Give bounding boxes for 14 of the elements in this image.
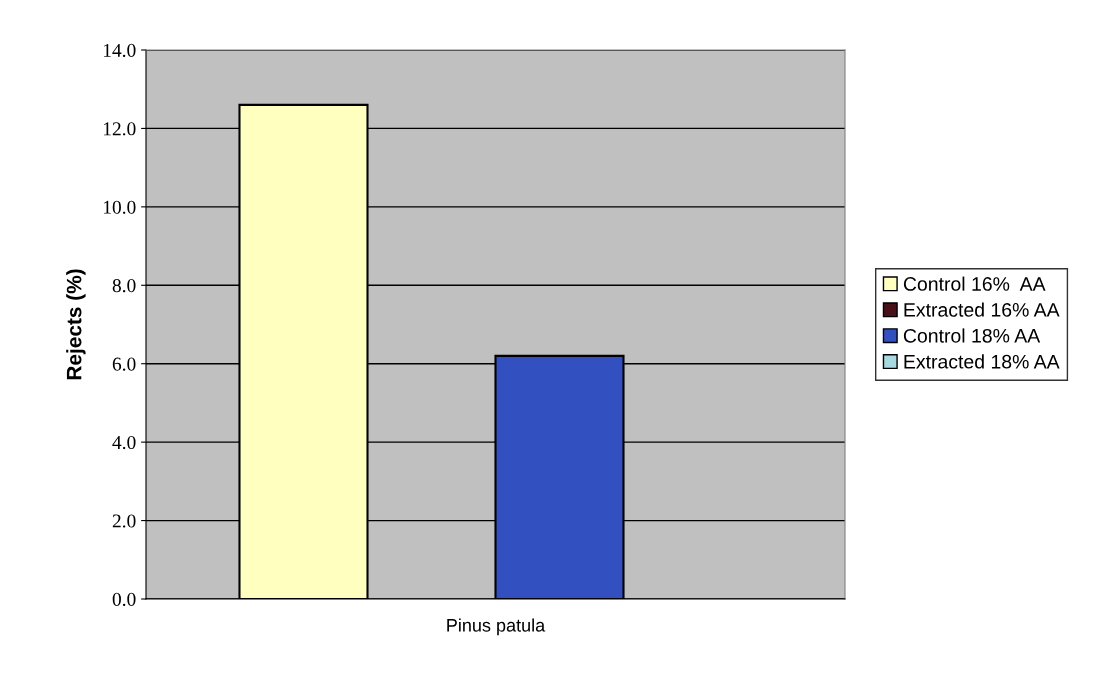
y-tick-label: 6.0 <box>112 357 136 371</box>
legend-label: Extracted 18% AA <box>904 354 1060 369</box>
y-tick-label: 2.0 <box>112 514 136 528</box>
y-tick-label: 4.0 <box>112 435 136 450</box>
legend-label: Control 18% AA <box>903 328 1041 343</box>
y-tick-label: 12.0 <box>103 122 136 136</box>
legend-label: Extracted 16% AA <box>904 302 1060 317</box>
x-tick-label: Pinus patula <box>447 618 546 636</box>
y-axis-title: Rejects (%) <box>66 269 86 380</box>
y-tick-label: 10.0 <box>103 200 136 214</box>
legend-label: Control 16% AA <box>903 276 1046 291</box>
y-tick-label: 14.0 <box>103 43 136 58</box>
y-tick-label: 0.0 <box>112 592 136 607</box>
y-tick-label: 8.0 <box>112 279 136 293</box>
